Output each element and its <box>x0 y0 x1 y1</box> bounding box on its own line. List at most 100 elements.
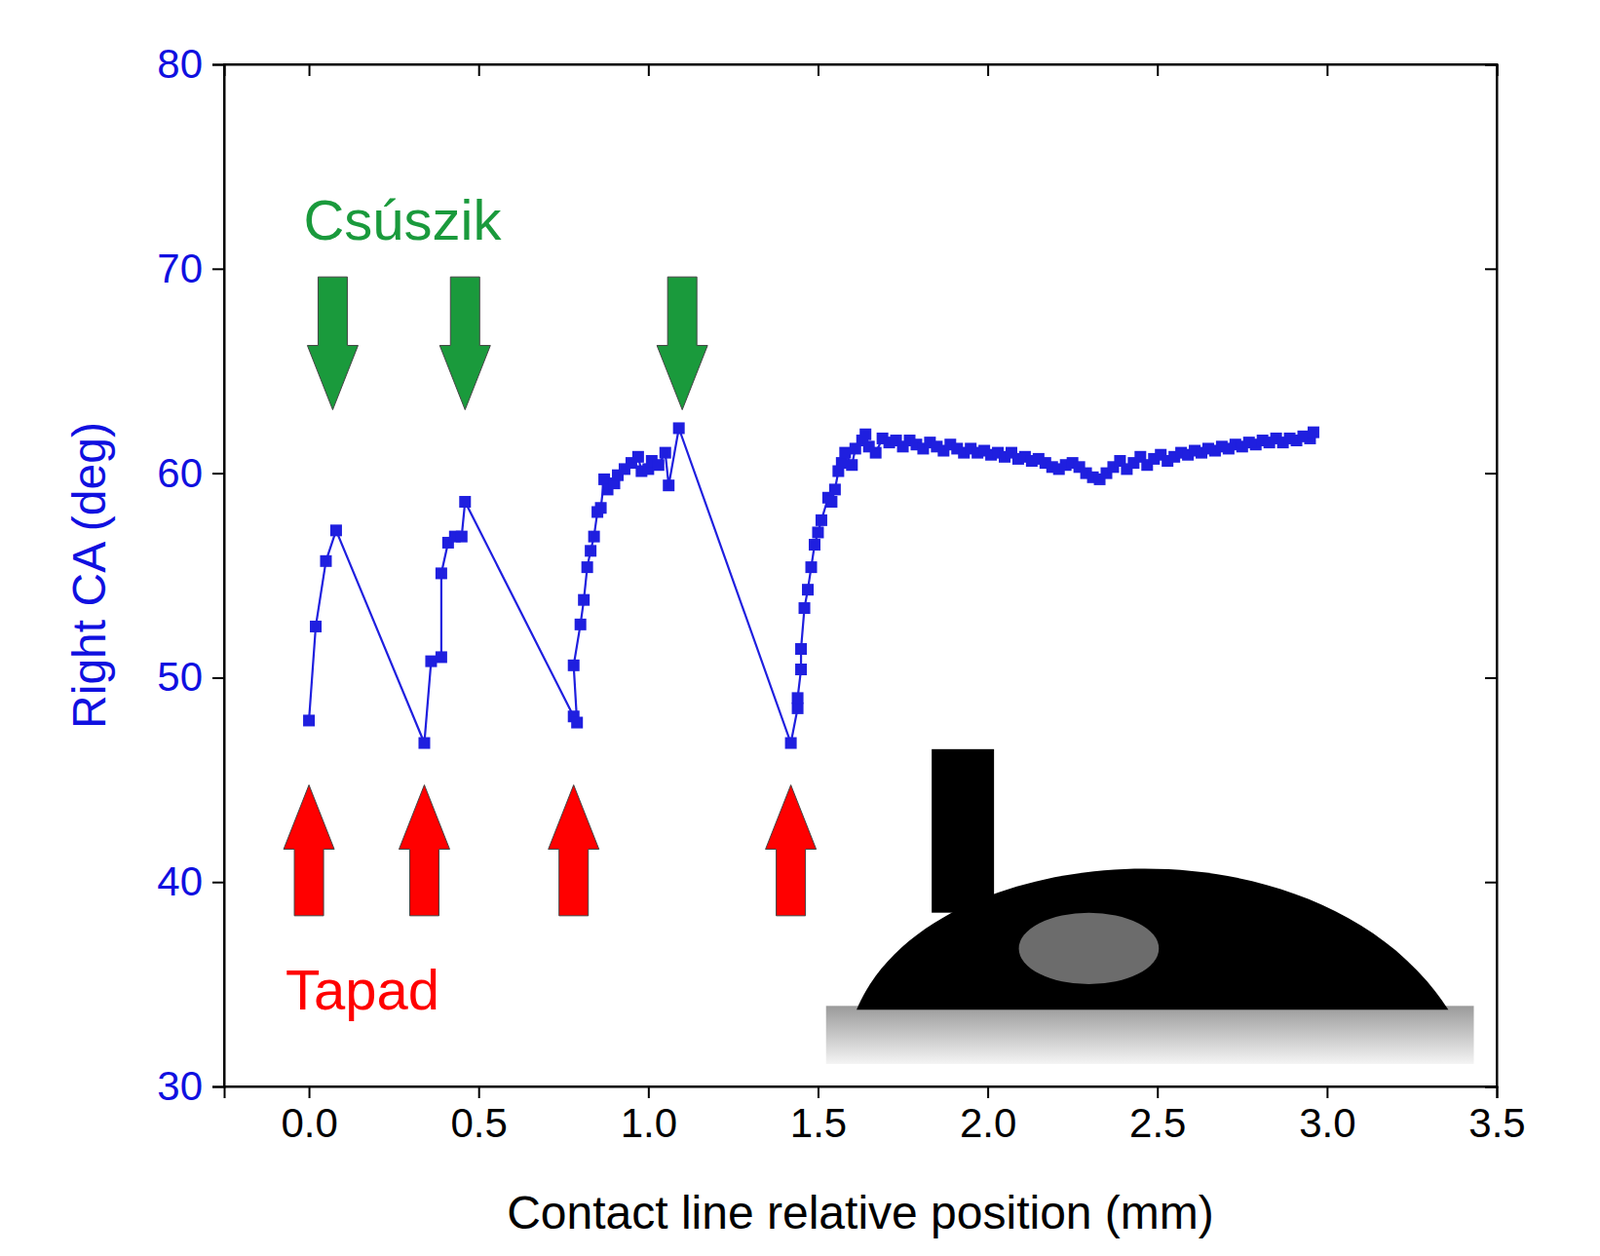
data-point <box>418 737 430 750</box>
stick-arrow <box>398 785 450 916</box>
data-point <box>435 650 448 663</box>
y-tick-mark-right <box>1485 472 1497 475</box>
y-tick-mark <box>212 64 225 67</box>
y-tick-right <box>1485 473 1497 475</box>
data-point <box>795 643 807 655</box>
data-point <box>795 663 807 676</box>
x-tick-label: 1.5 <box>790 1100 847 1146</box>
data-point <box>577 594 590 607</box>
x-tick-mark <box>308 1086 311 1099</box>
x-tick: 2.5 <box>1129 1086 1186 1146</box>
x-tick-mark-top <box>647 64 650 77</box>
series-line <box>308 427 1314 743</box>
y-tick-right <box>1485 268 1497 270</box>
x-tick: 1.5 <box>790 1086 847 1146</box>
y-tick-right <box>1485 881 1497 883</box>
x-tick-mark <box>478 1086 481 1099</box>
x-tick-mark <box>1496 1086 1499 1099</box>
axis-line <box>212 65 226 1088</box>
x-tick-top <box>988 64 990 77</box>
x-tick-mark <box>987 1086 990 1099</box>
x-tick-label: 1.0 <box>620 1100 678 1146</box>
data-point <box>825 495 838 508</box>
data-point <box>805 561 818 573</box>
data-point <box>584 544 597 557</box>
inset-needle <box>931 749 994 914</box>
x-tick-mark-top <box>1156 64 1159 77</box>
x-tick-label: 0.5 <box>451 1100 508 1146</box>
annotations: CsúszikTapad <box>283 188 817 1022</box>
data-point <box>424 655 437 668</box>
slip-arrow <box>306 276 358 410</box>
data-point <box>808 538 821 551</box>
data-point <box>456 531 468 543</box>
data-point <box>581 561 594 573</box>
data-point <box>792 702 804 715</box>
x-tick: 3.0 <box>1298 1086 1356 1146</box>
stick-arrow <box>283 785 335 916</box>
y-tick: 40 <box>156 858 225 905</box>
x-tick-mark <box>1326 1086 1329 1099</box>
y-tick-label: 80 <box>156 40 203 87</box>
y-axis-right <box>1485 65 1498 1088</box>
data-point <box>859 428 872 441</box>
y-tick-mark-right <box>1485 267 1497 270</box>
y-tick-mark-right <box>1485 677 1497 680</box>
y-tick-label: 60 <box>156 450 203 496</box>
data-point <box>574 618 587 631</box>
inset-reflection <box>1019 913 1160 985</box>
data-point <box>303 714 315 726</box>
x-tick-label: 0.0 <box>280 1100 338 1146</box>
x-tick-top <box>1327 64 1329 77</box>
inset-floor <box>826 1005 1475 1065</box>
axis-line <box>225 65 1498 77</box>
x-tick: 0.5 <box>451 1086 508 1146</box>
data-point <box>309 620 322 633</box>
data-point <box>595 501 608 514</box>
data-point <box>799 602 811 614</box>
x-tick-label: 3.0 <box>1298 1100 1356 1146</box>
data-point <box>632 451 645 463</box>
x-tick-top <box>817 64 819 77</box>
plot-frame <box>224 64 1497 1087</box>
x-tick-mark-top <box>308 64 311 77</box>
data-point <box>662 479 675 492</box>
y-tick-label: 40 <box>156 858 203 905</box>
y-axis-title: Right CA (deg) <box>63 421 115 729</box>
data-point <box>652 458 665 471</box>
x-tick-mark <box>647 1086 650 1099</box>
y-tick-mark <box>212 1086 225 1089</box>
y-tick-right <box>1485 677 1497 679</box>
inset-image <box>826 749 1475 1065</box>
x-tick-top <box>647 64 649 77</box>
x-tick: 2.0 <box>959 1086 1017 1146</box>
y-tick-mark <box>212 267 225 270</box>
y-tick: 80 <box>156 40 225 87</box>
data-point <box>319 555 332 568</box>
data-point <box>659 447 672 459</box>
data-point <box>330 524 343 536</box>
data-point <box>435 567 448 579</box>
x-tick-mark <box>1156 1086 1159 1099</box>
y-axis: 30 40 50 60 70 80 <box>156 40 225 1109</box>
x-tick-mark-top <box>817 64 820 77</box>
x-tick-mark-top <box>478 64 481 77</box>
x-tick-mark <box>817 1086 820 1099</box>
y-tick-mark <box>212 677 225 680</box>
data-point <box>598 473 610 486</box>
y-tick-label: 30 <box>156 1063 203 1109</box>
x-tick-label: 2.5 <box>1129 1100 1186 1146</box>
data-point <box>571 717 583 729</box>
stick-arrow <box>765 785 817 916</box>
y-tick: 60 <box>156 450 225 496</box>
data-point <box>588 531 601 543</box>
stick-label: Tapad <box>285 957 440 1022</box>
x-tick: 0.0 <box>280 1086 338 1146</box>
y-tick: 70 <box>156 245 225 292</box>
y-tick-label: 70 <box>156 245 203 292</box>
x-axis: 0.0 0.5 1.0 1.5 2.0 2.5 3.0 3.5 <box>225 1086 1526 1146</box>
x-tick: 3.5 <box>1468 1086 1525 1146</box>
data-point <box>870 447 882 459</box>
y-tick: 50 <box>156 653 225 700</box>
data-point <box>801 583 814 596</box>
